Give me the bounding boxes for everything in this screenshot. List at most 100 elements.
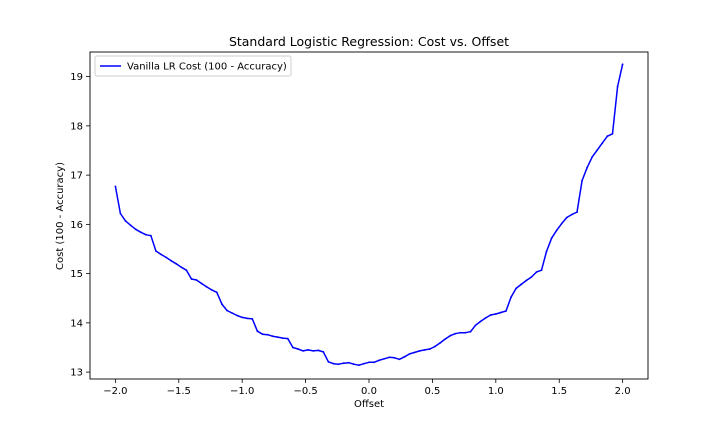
data-point: [530, 276, 533, 278]
x-axis-ticks: −2.0 −1.5 −1.0 −0.5 0.0 0.5 1.0 1.5 2.0: [103, 379, 631, 397]
x-tick-label: 0.0: [361, 386, 377, 397]
data-point: [555, 229, 558, 232]
data-point: [363, 362, 365, 365]
x-tick-label: 2.0: [615, 386, 631, 397]
data-point: [413, 351, 416, 354]
data-point: [129, 224, 132, 227]
data-point: [484, 317, 487, 319]
data-point: [515, 287, 517, 290]
data-point: [144, 233, 147, 236]
data-point: [393, 356, 396, 359]
legend-box: [94, 55, 292, 77]
data-point: [119, 212, 122, 215]
data-point: [175, 262, 178, 265]
x-tick-label: 1.5: [551, 386, 567, 397]
y-tick-label: 14: [70, 318, 83, 329]
y-tick-label: 19: [70, 72, 83, 83]
data-point: [581, 179, 583, 182]
data-point: [271, 335, 274, 338]
data-point: [327, 360, 330, 363]
data-point: [510, 296, 512, 299]
data-point: [165, 256, 168, 259]
data-point: [231, 312, 233, 314]
data-point: [616, 85, 619, 88]
x-tick-label: −1.0: [230, 386, 254, 397]
data-point: [226, 309, 228, 312]
data-point: [449, 334, 452, 337]
data-point: [596, 149, 599, 151]
data-point: [545, 250, 548, 253]
legend: Vanilla LR Cost (100 - Accuracy): [94, 55, 292, 77]
data-point: [520, 283, 523, 286]
data-point: [550, 237, 553, 240]
data-point: [281, 337, 284, 339]
data-point: [342, 362, 345, 365]
data-point: [560, 222, 563, 225]
data-point: [185, 269, 188, 272]
data-point: [307, 349, 309, 351]
data-point: [500, 311, 502, 314]
x-tick-label: 1.0: [488, 386, 504, 397]
y-tick-label: 16: [70, 220, 83, 231]
y-axis-label: Cost (100 - Accuracy): [55, 162, 66, 270]
data-point: [464, 331, 467, 334]
data-point: [317, 349, 320, 352]
data-point: [408, 353, 411, 355]
data-point: [160, 253, 162, 256]
data-point: [540, 269, 543, 272]
data-point: [439, 342, 441, 344]
data-point: [251, 318, 254, 320]
x-tick-label: 0.5: [424, 386, 440, 397]
data-point: [195, 279, 198, 281]
x-tick-label: −0.5: [293, 386, 317, 397]
data-point: [454, 332, 457, 335]
data-point: [352, 363, 355, 366]
data-point: [124, 220, 127, 222]
data-point: [368, 361, 370, 364]
data-point: [276, 336, 279, 338]
legend-label: Vanilla LR Cost (100 - Accuracy): [127, 62, 287, 73]
data-point: [170, 259, 173, 262]
x-tick-label: −2.0: [103, 386, 127, 397]
data-point: [155, 250, 157, 252]
data-point: [337, 363, 340, 366]
data-point: [332, 362, 335, 365]
data-point: [576, 211, 578, 214]
data-point: [565, 216, 568, 219]
data-point: [403, 355, 406, 358]
data-point: [383, 357, 386, 360]
data-point: [261, 333, 264, 336]
y-tick-label: 13: [70, 368, 83, 379]
y-tick-label: 18: [70, 121, 83, 132]
data-point: [459, 331, 462, 334]
data-point: [180, 266, 183, 269]
chart-title: Standard Logistic Regression: Cost vs. O…: [229, 34, 509, 49]
data-point: [200, 282, 203, 285]
y-axis-ticks: 13 14 15 16 17 18 19: [70, 72, 90, 379]
data-point: [621, 63, 624, 66]
data-point: [221, 303, 223, 305]
x-tick-label: −1.5: [167, 386, 191, 397]
data-point: [525, 279, 528, 282]
data-point: [606, 135, 609, 138]
data-point: [322, 351, 325, 353]
data-point: [601, 142, 604, 145]
data-point: [591, 156, 594, 158]
data-point: [236, 314, 239, 317]
data-point: [347, 361, 350, 364]
series-layer: [114, 63, 624, 367]
data-point: [114, 185, 117, 188]
data-point: [398, 358, 401, 361]
data-point: [479, 320, 482, 323]
data-point: [246, 317, 249, 320]
data-point: [190, 278, 193, 280]
data-point: [210, 289, 213, 291]
data-point: [494, 313, 497, 315]
data-point: [358, 364, 360, 367]
y-tick-label: 15: [70, 269, 83, 280]
data-point: [286, 337, 289, 340]
data-point: [535, 271, 538, 273]
data-point: [489, 314, 492, 316]
data-point: [297, 348, 299, 350]
